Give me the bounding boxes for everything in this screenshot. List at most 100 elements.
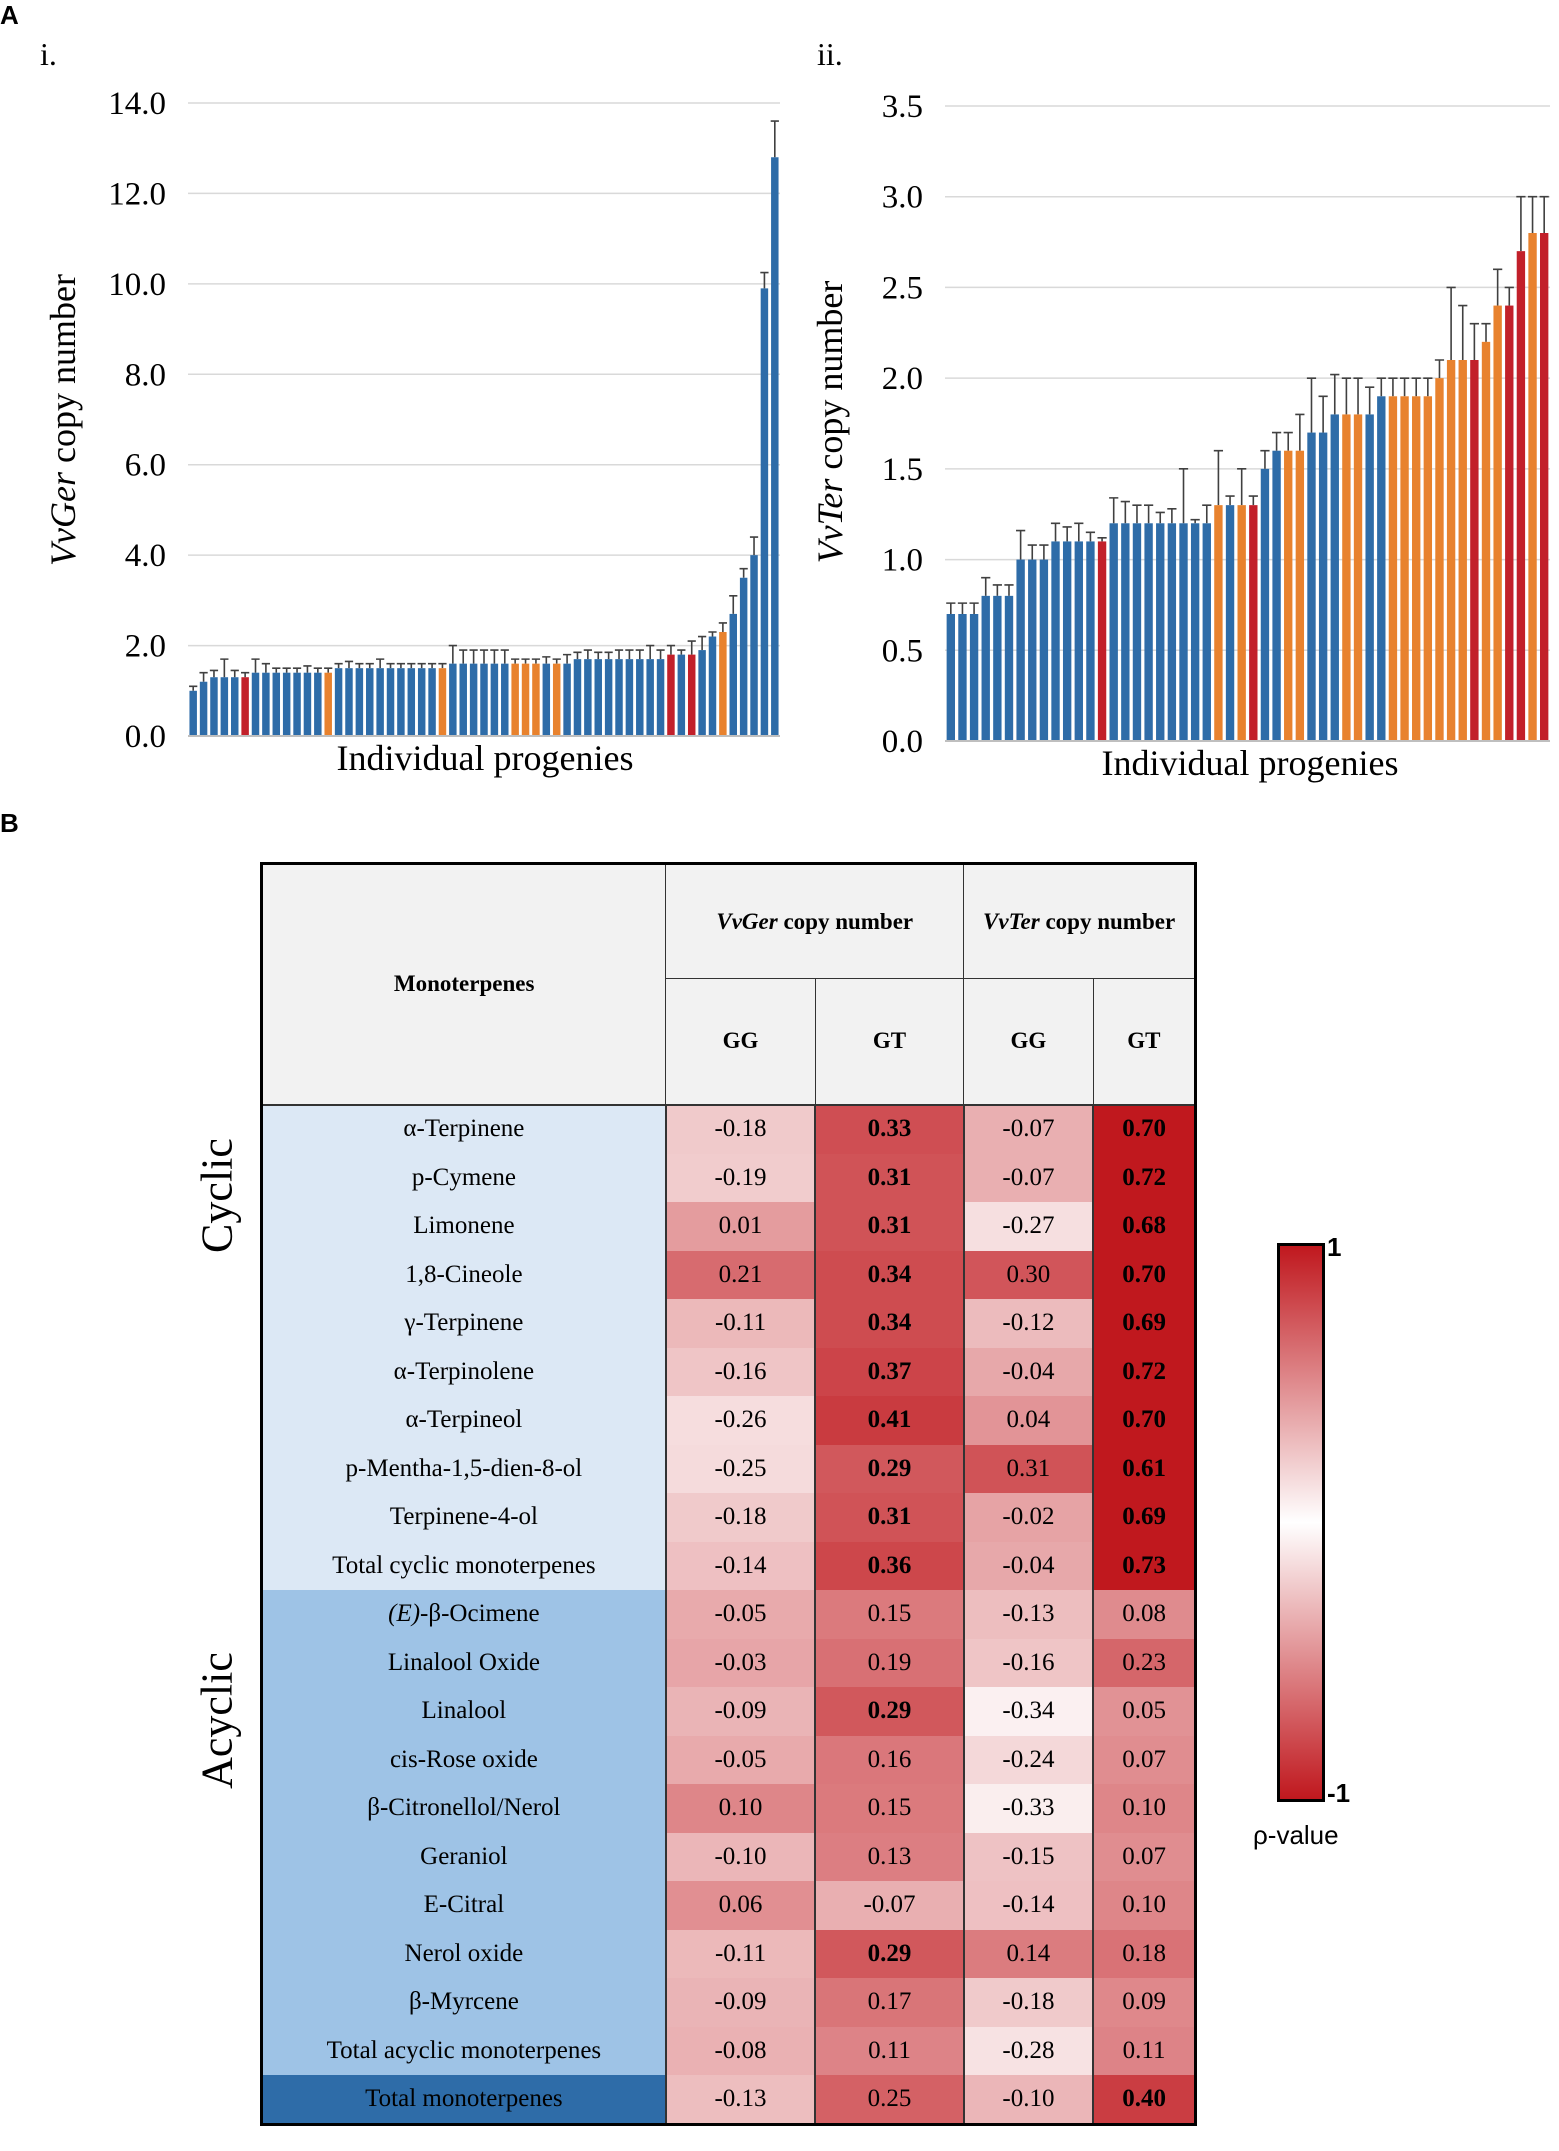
bar: [1528, 233, 1537, 741]
error-bar: [770, 120, 779, 158]
bar: [1051, 541, 1060, 741]
error-bar: [739, 567, 748, 578]
error-bar: [1365, 386, 1375, 415]
error-bar: [479, 649, 489, 664]
error-bar: [1143, 504, 1154, 524]
error-bar: [241, 671, 250, 678]
heat-cell: 0.72: [1092, 1347, 1197, 1396]
y-tick-label: 1.5: [882, 452, 923, 488]
chart-i-y-title-italic: VvGer: [43, 471, 83, 566]
heat-cell: 0.36: [814, 1541, 965, 1590]
y-tick-label: 1.0: [882, 543, 923, 579]
error-bar: [407, 662, 416, 669]
bar: [1028, 559, 1037, 741]
bar: [376, 668, 384, 736]
heat-cell: 0.29: [814, 1929, 965, 1978]
error-bar: [1260, 449, 1270, 469]
heat-cell: 0.72: [1092, 1153, 1197, 1202]
heat-cell: 0.06: [664, 1881, 817, 1930]
heat-cell: 0.40: [1092, 2075, 1197, 2125]
error-bar: [1213, 449, 1224, 506]
y-tick-label: 14.0: [108, 86, 166, 122]
group-label-acyclic: Acyclic: [192, 1652, 242, 1789]
heat-cell: -0.07: [962, 1103, 1095, 1154]
bar: [449, 663, 457, 736]
bar: [314, 672, 322, 736]
legend-caption: ρ-value: [1253, 1820, 1339, 1850]
bar: [1365, 414, 1374, 741]
error-bar: [1109, 497, 1119, 524]
y-tick-label: 3.0: [882, 180, 923, 216]
bar: [1481, 341, 1491, 741]
error-bar: [1167, 507, 1177, 524]
heat-cell: -0.12: [962, 1299, 1095, 1348]
bar: [1272, 450, 1281, 741]
error-bar: [718, 622, 727, 633]
bar: [324, 672, 332, 736]
row-label: α-Terpinene: [261, 1103, 667, 1154]
heatmap-row: cis-Rose oxide -0.05 0.16 -0.24 0.07: [261, 1735, 1197, 1784]
heat-cell: 0.04: [962, 1396, 1095, 1445]
row-label: Total monoterpenes: [261, 2075, 667, 2125]
heat-cell: 0.70: [1092, 1250, 1197, 1299]
bar: [646, 659, 654, 736]
error-bar: [666, 644, 676, 655]
heat-cell: -0.11: [664, 1299, 817, 1348]
heatmap-body: α-Terpinene -0.18 0.33 -0.07 0.70 p-Cymene -0.…: [261, 1103, 1197, 2125]
error-bar: [604, 651, 613, 660]
heat-cell: 0.31: [962, 1444, 1095, 1493]
bar: [1144, 523, 1153, 741]
bar: [1167, 523, 1177, 741]
error-bar: [531, 658, 541, 664]
bar: [1377, 396, 1386, 741]
bar: [1435, 378, 1444, 741]
row-label: Total cyclic monoterpenes: [261, 1541, 667, 1590]
chart-ii-sublabel: ii.: [817, 36, 843, 72]
heat-cell: 0.70: [1092, 1103, 1197, 1154]
heat-cell: -0.07: [962, 1153, 1095, 1202]
error-bar: [500, 649, 509, 664]
header-vvter-gg: GG: [963, 978, 1094, 1105]
row-label: α-Terpinolene: [261, 1347, 667, 1396]
bar: [1388, 396, 1398, 741]
heat-cell: 0.69: [1092, 1493, 1197, 1542]
error-bar: [386, 662, 395, 669]
heat-cell: 0.10: [664, 1784, 817, 1833]
heat-cell: 0.05: [1092, 1687, 1197, 1736]
row-label: Linalool Oxide: [261, 1638, 667, 1687]
header-vvger-gg: GG: [665, 978, 816, 1105]
error-bar: [583, 649, 592, 660]
heat-cell: 0.07: [1092, 1735, 1197, 1784]
heat-cell: -0.34: [962, 1687, 1095, 1736]
bar: [1214, 505, 1223, 741]
error-bar: [1481, 322, 1491, 342]
error-bar: [677, 649, 686, 655]
bar: [687, 654, 696, 736]
bar: [969, 614, 979, 741]
bar: [698, 650, 706, 736]
bar: [1423, 396, 1433, 741]
bar: [345, 668, 353, 736]
heat-cell: -0.13: [962, 1590, 1095, 1639]
error-bar: [1469, 322, 1479, 360]
heat-cell: -0.26: [664, 1396, 817, 1445]
heat-cell: 0.09: [1092, 1978, 1197, 2027]
heat-cell: -0.11: [664, 1929, 817, 1978]
header-vvter-group: VvTer copy number: [963, 863, 1196, 979]
bar: [946, 614, 956, 741]
error-bar: [1493, 268, 1503, 306]
y-tick-label: 8.0: [125, 357, 166, 393]
row-label: Limonene: [261, 1202, 667, 1251]
heat-cell: 0.37: [814, 1347, 965, 1396]
heat-cell: -0.05: [664, 1590, 817, 1639]
bar: [189, 690, 197, 736]
error-bar: [1225, 495, 1235, 506]
error-bar: [417, 662, 426, 669]
bar: [428, 668, 436, 736]
bar: [604, 659, 613, 736]
bar: [1295, 450, 1305, 741]
error-bar: [220, 658, 229, 678]
heatmap-row: Nerol oxide -0.11 0.29 0.14 0.18: [261, 1929, 1197, 1978]
error-bar: [355, 662, 364, 669]
heat-cell: -0.15: [962, 1832, 1095, 1881]
